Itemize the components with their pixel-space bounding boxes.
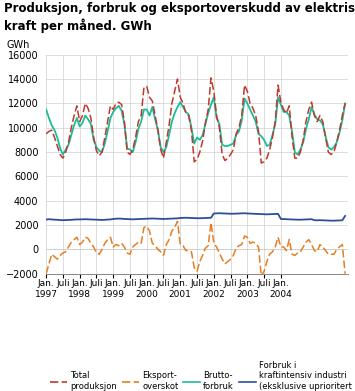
Text: Produksjon, forbruk og eksportoverskudd av elektrisk
kraft per måned. GWh: Produksjon, forbruk og eksportoverskudd … [4, 2, 355, 33]
Text: GWh: GWh [7, 40, 30, 50]
Legend: Total
produksjon, Eksport-
overskot, Brutto-
forbruk, Forbruk i
kraftintensiv in: Total produksjon, Eksport- overskot, Bru… [50, 361, 352, 391]
